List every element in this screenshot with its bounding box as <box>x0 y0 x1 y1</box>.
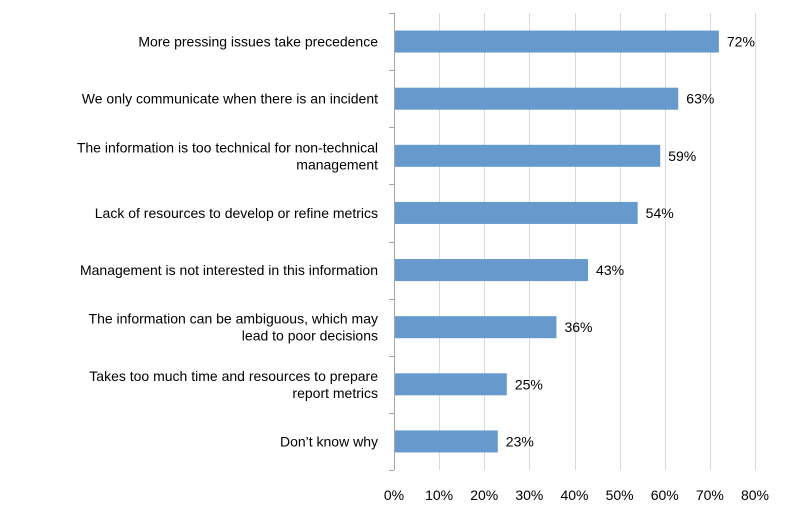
bar-2 <box>395 144 661 167</box>
category-label-1: We only communicate when there is an inc… <box>82 91 378 107</box>
value-label-4: 43% <box>596 262 624 278</box>
value-label-1: 63% <box>686 91 714 107</box>
bar-4 <box>395 259 589 282</box>
category-label-0: More pressing issues take precedence <box>138 34 378 50</box>
value-label-5: 36% <box>564 319 592 335</box>
x-tick-label-1: 10% <box>425 487 453 503</box>
bar-0 <box>395 30 719 53</box>
x-tick-label-7: 70% <box>696 487 724 503</box>
value-label-7: 23% <box>506 433 534 449</box>
category-label-6: Takes too much time and resources to pre… <box>89 368 378 401</box>
value-label-0: 72% <box>727 34 755 50</box>
value-label-2: 59% <box>668 148 696 164</box>
bar-6 <box>395 373 507 396</box>
bars <box>395 30 719 453</box>
x-tick-label-5: 50% <box>606 487 634 503</box>
x-tick-label-6: 60% <box>651 487 679 503</box>
grid-lines <box>389 13 756 471</box>
x-tick-label-0: 0% <box>384 487 404 503</box>
category-label-2: The information is too technical for non… <box>77 139 378 172</box>
x-axis-ticks: 0% 10% 20% 30% 40% 50% 60% 70% 80% <box>384 487 769 503</box>
bar-3 <box>395 201 638 224</box>
x-tick-label-2: 20% <box>470 487 498 503</box>
bar-5 <box>395 316 557 339</box>
category-label-5: The information can be ambiguous, which … <box>89 311 378 344</box>
category-labels: More pressing issues take precedence We o… <box>77 34 378 450</box>
category-label-3: Lack of resources to develop or refine m… <box>95 205 378 221</box>
x-tick-label-3: 30% <box>515 487 543 503</box>
category-label-7: Don’t know why <box>280 433 378 449</box>
category-label-4: Management is not interested in this inf… <box>80 262 378 278</box>
bar-1 <box>395 87 679 110</box>
value-labels: 72% 63% 59% 54% 43% 36% 25% 23% <box>506 34 755 450</box>
value-label-3: 54% <box>646 205 674 221</box>
value-label-6: 25% <box>515 376 543 392</box>
x-tick-label-8: 80% <box>741 487 769 503</box>
x-tick-label-4: 40% <box>560 487 588 503</box>
bar-7 <box>395 430 498 453</box>
